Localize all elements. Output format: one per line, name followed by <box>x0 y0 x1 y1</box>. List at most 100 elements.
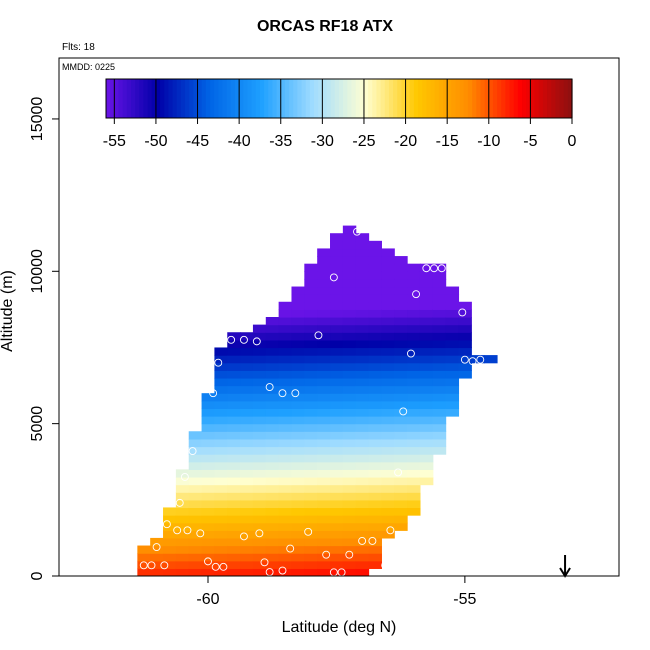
heatmap-cell <box>368 355 382 364</box>
heatmap-cell <box>304 301 318 310</box>
heatmap-cell <box>394 309 408 318</box>
colorbar-segment <box>139 79 145 118</box>
heatmap-cell <box>252 393 267 402</box>
heatmap-cell <box>330 568 344 576</box>
heatmap-cell <box>407 408 421 417</box>
heatmap-cell <box>291 324 305 333</box>
heatmap-cell <box>330 301 344 310</box>
heatmap-cell <box>342 499 357 509</box>
heatmap-cell <box>330 332 344 341</box>
heatmap-cell <box>201 537 216 547</box>
heatmap-cell <box>445 317 460 326</box>
heatmap-cell <box>265 362 280 371</box>
observation-point <box>255 529 264 538</box>
heatmap-cell <box>407 370 421 379</box>
heatmap-cell <box>394 484 408 493</box>
heatmap-cell <box>278 347 293 356</box>
heatmap-cell <box>265 553 280 562</box>
colorbar-segment <box>492 79 498 118</box>
observation-point <box>160 561 169 570</box>
heatmap-cell <box>278 484 293 493</box>
heatmap-cell <box>304 438 318 448</box>
heatmap-cell <box>407 492 421 501</box>
heatmap-cell <box>188 530 203 539</box>
colorbar-segment <box>484 79 490 118</box>
heatmap-cell <box>342 301 357 310</box>
x-tick-label: -55 <box>453 591 476 608</box>
colorbar-segment <box>214 79 219 118</box>
heatmap-cell <box>252 377 267 387</box>
heatmap-cell <box>214 476 228 486</box>
plot-frame <box>58 57 620 577</box>
heatmap-cell <box>304 507 318 516</box>
heatmap-cell <box>265 461 280 470</box>
heatmap-cell <box>227 545 241 554</box>
heatmap-cell <box>419 278 434 288</box>
heatmap-cell <box>291 377 305 387</box>
heatmap-cell <box>227 454 241 463</box>
colorbar-segment <box>243 79 249 118</box>
heatmap-cell <box>368 431 382 440</box>
heatmap-cell <box>368 560 382 569</box>
heatmap-cell <box>419 393 434 402</box>
heatmap-cell <box>368 446 382 455</box>
heatmap-cell <box>214 492 228 501</box>
heatmap-cell <box>458 309 472 318</box>
heatmap-cell <box>201 446 216 455</box>
heatmap-cell <box>317 446 331 455</box>
heatmap-cell <box>265 484 280 493</box>
colorbar-segment <box>305 79 311 118</box>
heatmap-cell <box>175 568 190 576</box>
heatmap-cell <box>252 530 267 539</box>
heatmap-cell <box>381 476 395 486</box>
colorbar-tick-label: -25 <box>352 133 375 150</box>
colorbar-tick-label: -5 <box>523 133 537 150</box>
heatmap-cell <box>265 339 280 349</box>
heatmap-cell <box>484 355 498 364</box>
heatmap-cell <box>458 324 472 333</box>
heatmap-cell <box>278 560 293 569</box>
heatmap-cell <box>419 400 434 410</box>
colorbar-segment <box>135 79 140 118</box>
heatmap-cell <box>419 355 434 364</box>
heatmap-cell <box>252 324 267 333</box>
colorbar-segment <box>326 79 332 118</box>
heatmap-cell <box>394 416 408 425</box>
heatmap-cell <box>394 393 408 402</box>
heatmap-cell <box>407 431 421 440</box>
heatmap-cell <box>304 385 318 394</box>
heatmap-cell <box>355 317 370 326</box>
heatmap-cell <box>419 263 434 272</box>
heatmap-cell <box>214 431 228 440</box>
heatmap-cell <box>342 454 357 463</box>
heatmap-cell <box>278 423 293 432</box>
heatmap-cell <box>278 400 293 410</box>
heatmap-cell <box>278 431 293 440</box>
heatmap-cell <box>278 339 293 349</box>
heatmap-cell <box>394 294 408 303</box>
heatmap-cell <box>291 446 305 455</box>
heatmap-cell <box>355 416 370 425</box>
heatmap-cell <box>419 461 434 470</box>
heatmap-cell <box>381 347 395 356</box>
observation-point <box>173 526 182 535</box>
heatmap-cell <box>368 256 382 265</box>
heatmap-cell <box>201 568 216 576</box>
heatmap-cell <box>419 271 434 280</box>
heatmap-cell <box>227 347 241 356</box>
colorbar-segment <box>405 79 411 118</box>
heatmap-cell <box>407 393 421 402</box>
heatmap-cell <box>278 332 293 341</box>
heatmap-cell <box>201 461 216 470</box>
heatmap-cell <box>419 309 434 318</box>
heatmap-cell <box>342 347 357 356</box>
observation-point <box>322 550 331 559</box>
colorbar-segment <box>151 79 157 118</box>
heatmap-cell <box>419 446 434 455</box>
heatmap-cell <box>291 560 305 569</box>
heatmap-cell <box>471 355 485 364</box>
heatmap-cell <box>291 355 305 364</box>
heatmap-cell <box>188 431 203 440</box>
heatmap-cell <box>317 362 331 371</box>
colorbar-segment <box>268 79 274 118</box>
